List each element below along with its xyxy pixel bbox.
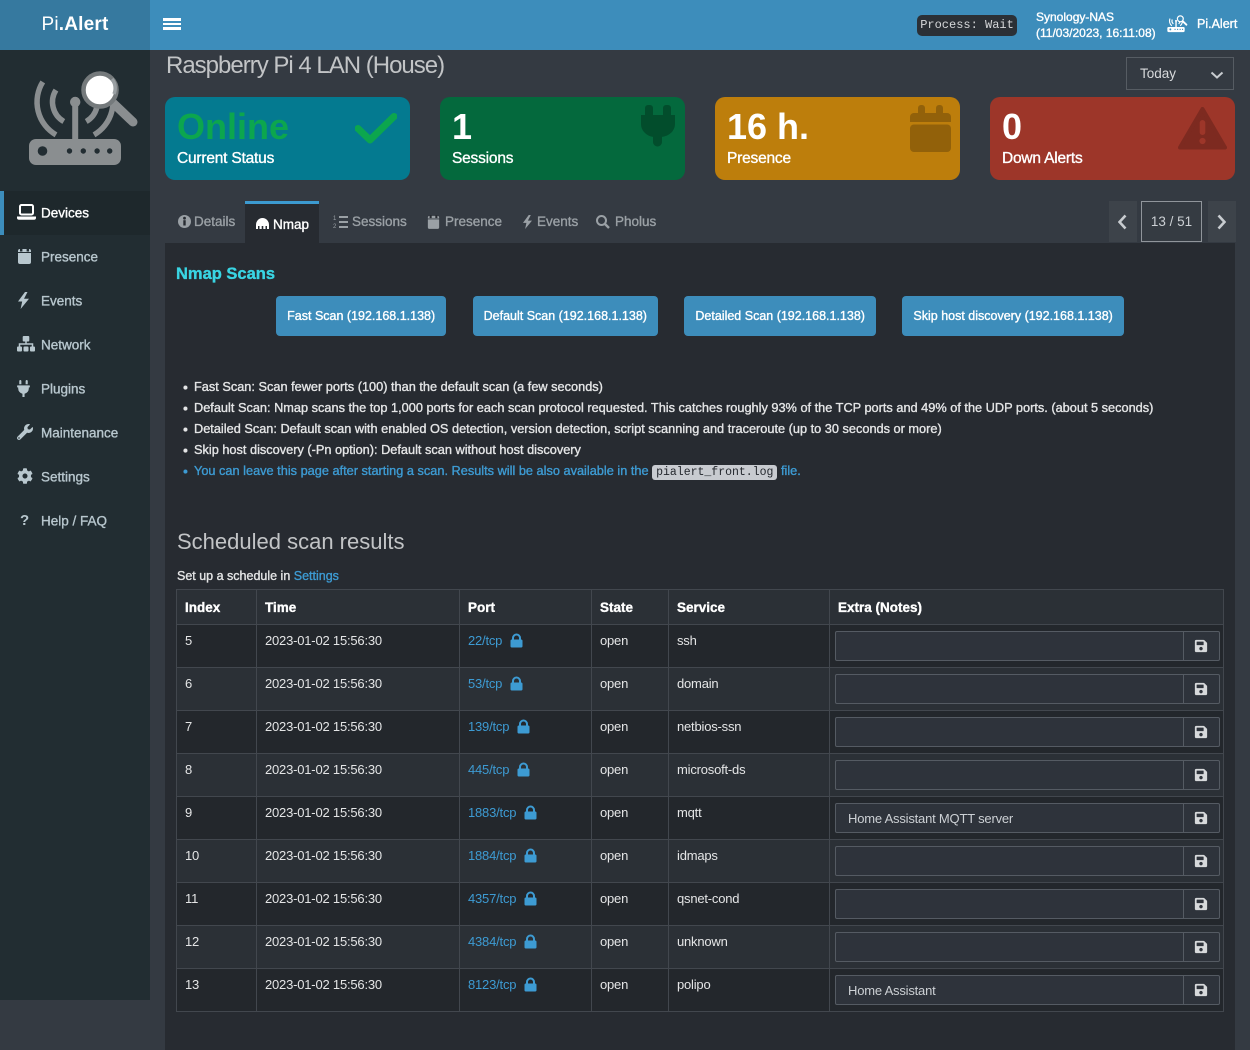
svg-text:1: 1	[333, 216, 337, 222]
svg-text:2: 2	[333, 224, 337, 229]
